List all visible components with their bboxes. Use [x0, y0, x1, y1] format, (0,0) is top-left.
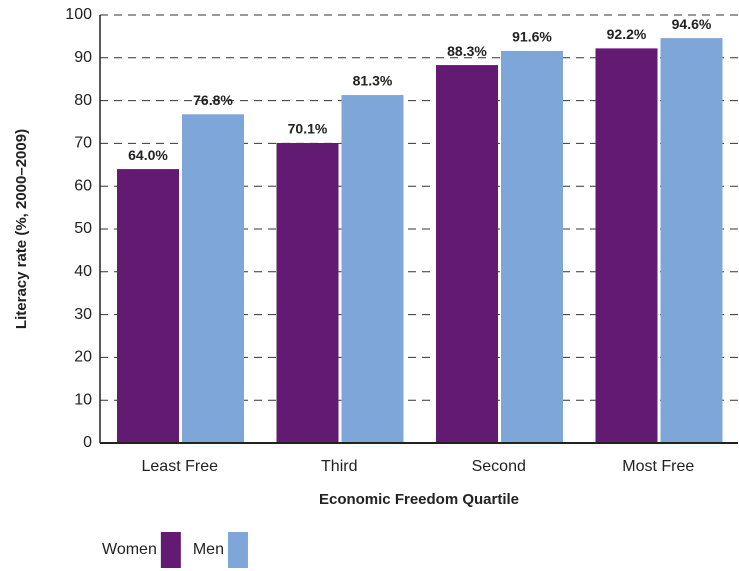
- bar: [660, 38, 723, 443]
- value-label: 81.3%: [353, 73, 393, 89]
- y-tick-label: 80: [74, 92, 92, 109]
- value-label: 70.1%: [288, 121, 328, 137]
- bar: [182, 114, 244, 444]
- bar: [436, 65, 498, 444]
- y-tick-label: 60: [74, 177, 92, 194]
- x-tick-label: Second: [472, 458, 526, 475]
- y-tick-label: 50: [74, 220, 92, 237]
- legend-swatch: [160, 532, 181, 568]
- y-tick-label: 70: [74, 135, 92, 152]
- y-tick-label: 20: [74, 349, 92, 366]
- legend-label: Men: [193, 541, 224, 558]
- bar: [595, 48, 658, 443]
- x-axis-label: Economic Freedom Quartile: [319, 491, 519, 508]
- value-label: 88.3%: [447, 43, 487, 59]
- y-axis-label: Literacy rate (%, 2000–2009): [13, 129, 30, 329]
- value-label: 64.0%: [128, 147, 168, 163]
- value-label: 76.8%: [193, 92, 233, 108]
- x-tick-label: Least Free: [142, 458, 219, 475]
- bar: [341, 95, 404, 443]
- value-label: 92.2%: [607, 26, 647, 42]
- value-label: 94.6%: [672, 16, 712, 32]
- legend-label: Women: [102, 541, 157, 558]
- value-label: 91.6%: [512, 29, 552, 45]
- bar: [276, 142, 339, 444]
- bar: [117, 169, 179, 443]
- legend-swatch: [227, 532, 248, 568]
- y-tick-label: 10: [74, 391, 92, 408]
- x-tick-label: Most Free: [622, 458, 694, 475]
- bar: [501, 50, 563, 444]
- y-tick-label: 90: [74, 49, 92, 66]
- y-tick-label: 40: [74, 263, 92, 280]
- x-tick-label: Third: [321, 458, 357, 475]
- y-tick-label: 0: [83, 434, 92, 451]
- y-tick-label: 100: [65, 6, 92, 23]
- y-tick-label: 30: [74, 306, 92, 323]
